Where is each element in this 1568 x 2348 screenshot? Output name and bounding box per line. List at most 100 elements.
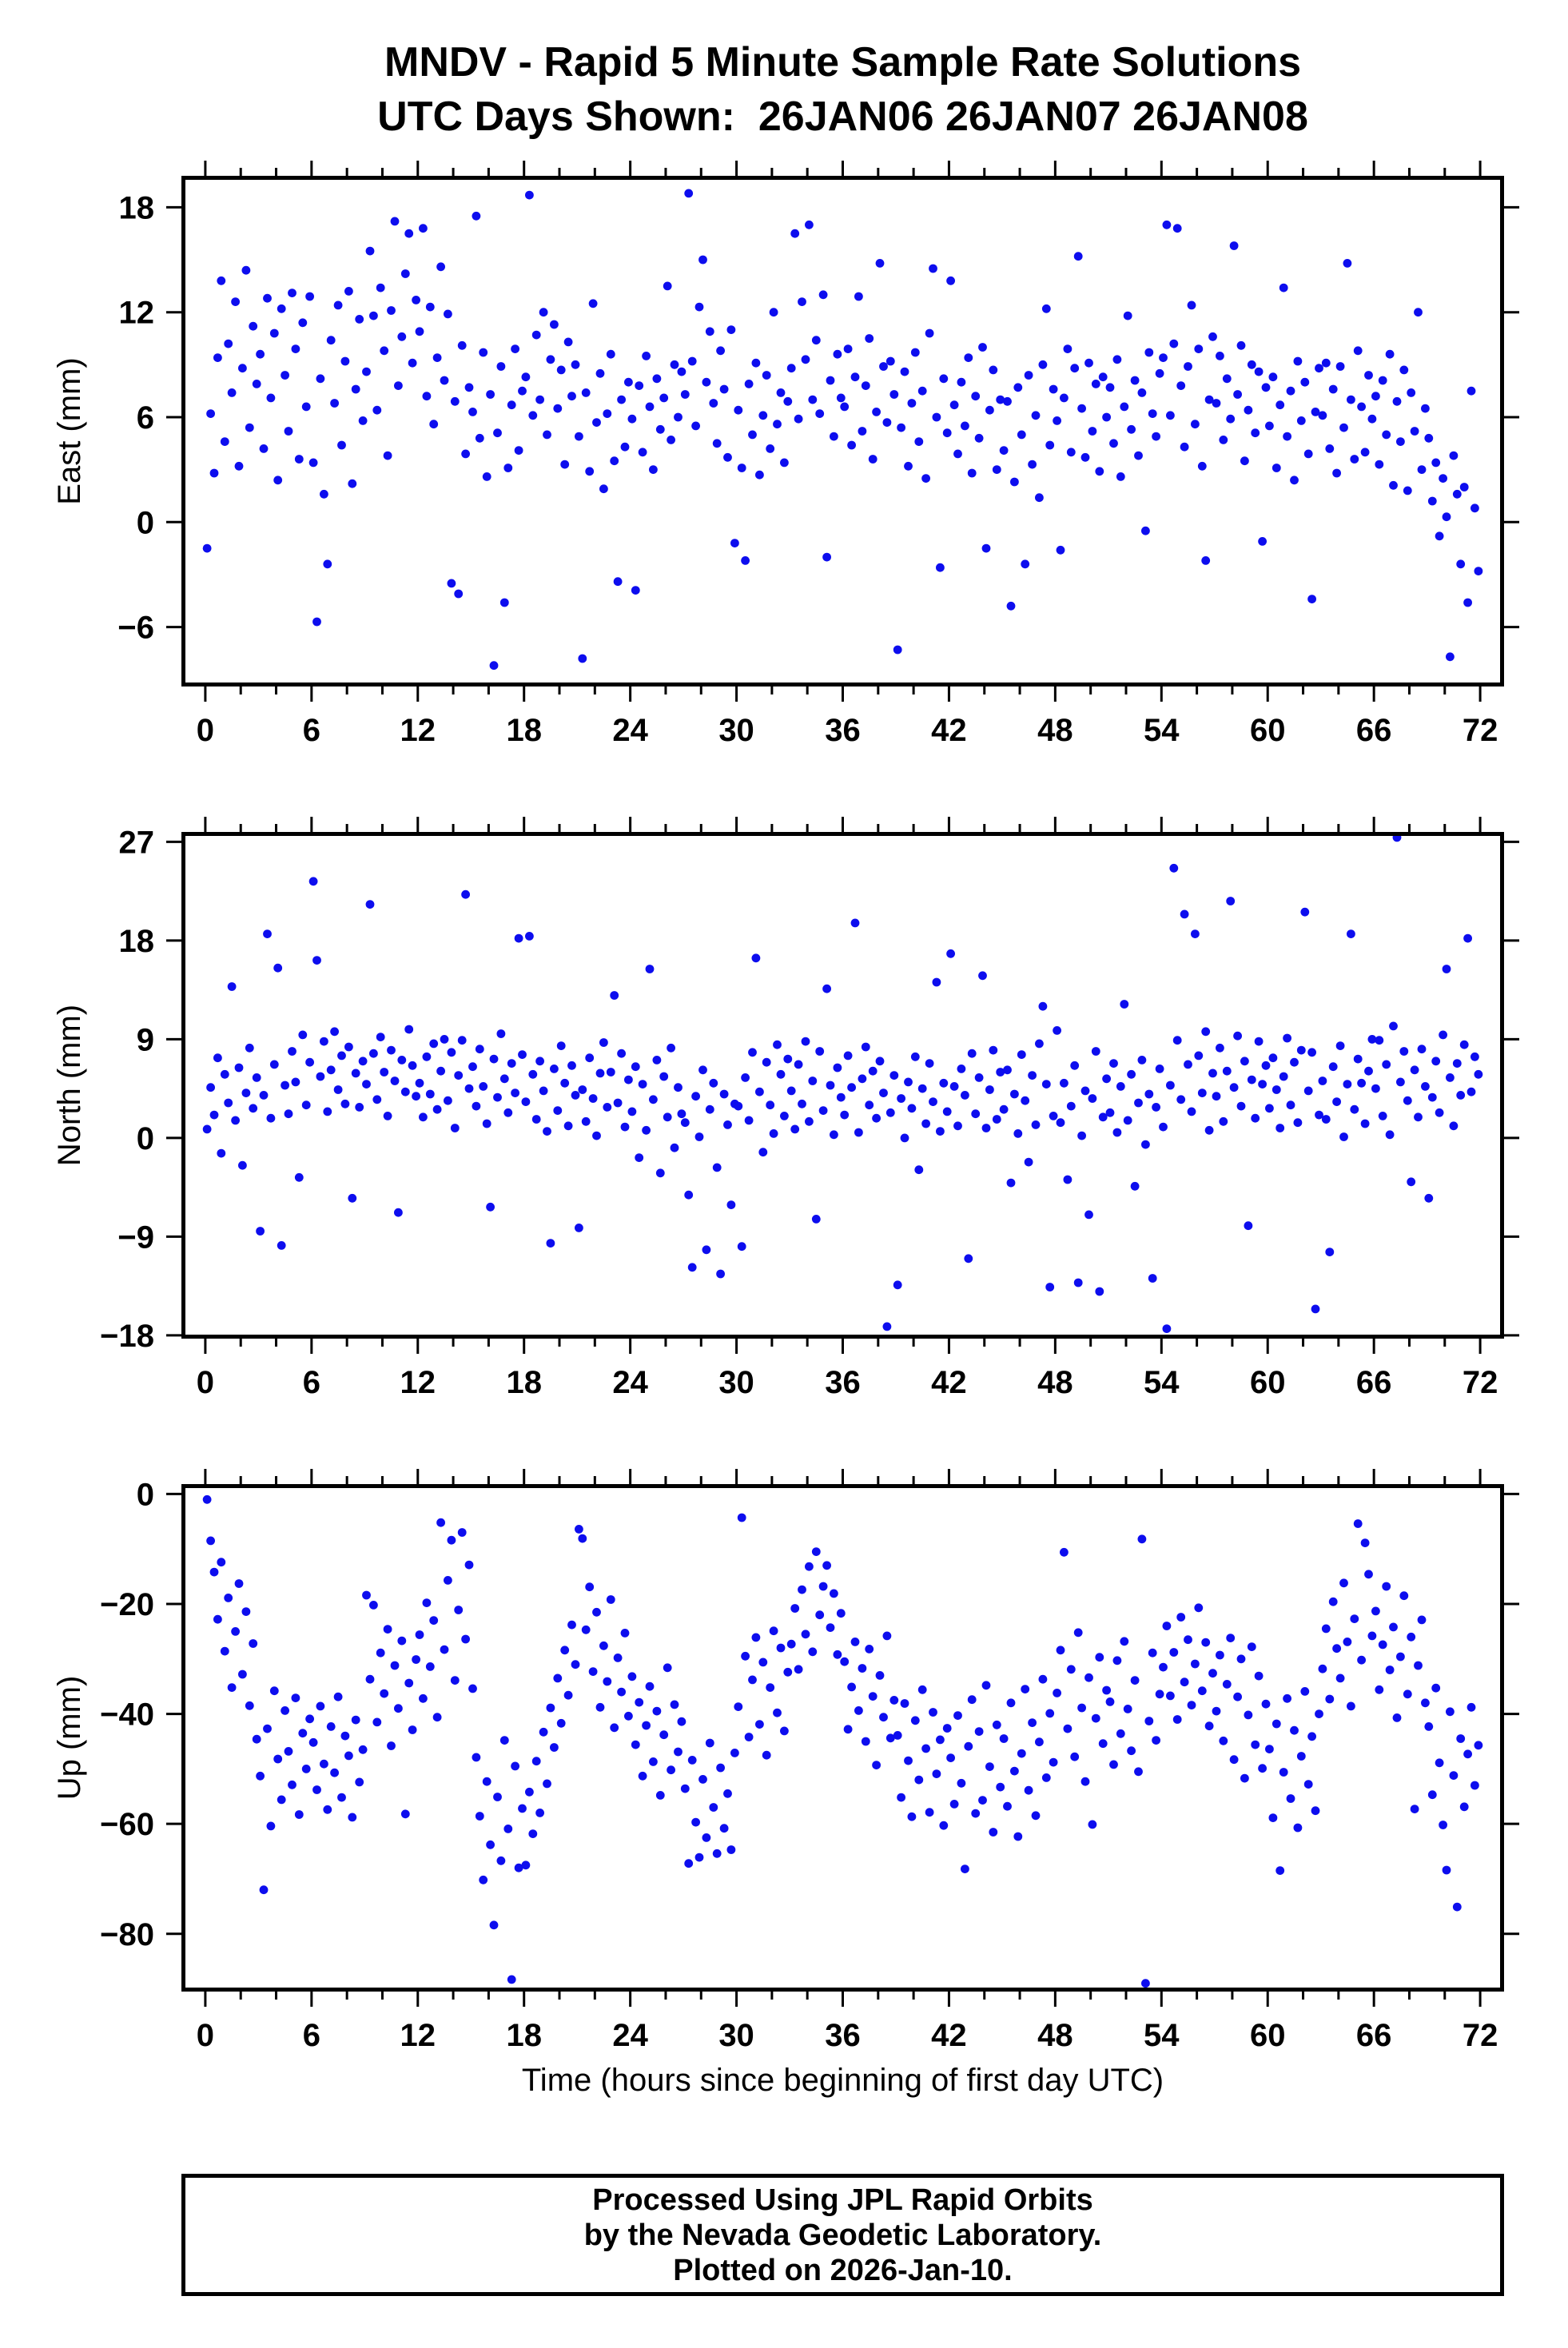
scatter-point: [1300, 377, 1310, 387]
scatter-point: [889, 1696, 899, 1705]
scatter-point: [762, 1750, 771, 1760]
y-axis-label: Up (mm): [52, 1676, 87, 1801]
scatter-point: [507, 1059, 516, 1068]
scatter-point: [1066, 448, 1076, 457]
scatter-point: [610, 456, 619, 466]
scatter-point: [981, 1124, 991, 1132]
scatter-point: [550, 1065, 559, 1073]
scatter-point: [447, 579, 456, 588]
scatter-point: [493, 1793, 502, 1801]
scatter-point: [372, 405, 382, 415]
y-tick-label: 6: [137, 400, 154, 436]
scatter-point: [1003, 1065, 1012, 1075]
scatter-point: [652, 1056, 662, 1065]
scatter-point: [1006, 1698, 1016, 1708]
scatter-point: [642, 352, 651, 360]
scatter-point: [1212, 399, 1221, 408]
scatter-point: [1137, 1534, 1147, 1544]
x-tick-label: 54: [1144, 1365, 1180, 1400]
scatter-point: [213, 353, 222, 362]
scatter-point: [826, 1623, 835, 1632]
scatter-point: [202, 1494, 212, 1504]
scatter-point: [1328, 1597, 1338, 1606]
scatter-point: [482, 472, 491, 481]
y-tick-label: −18: [100, 1319, 154, 1354]
scatter-point: [818, 290, 828, 300]
scatter-point: [971, 392, 981, 401]
scatter-point: [1378, 376, 1387, 385]
scatter-point: [535, 1057, 544, 1066]
scatter-point: [277, 1241, 286, 1250]
scatter-point: [904, 461, 913, 471]
scatter-point: [904, 1077, 913, 1087]
scatter-point: [709, 399, 718, 408]
scatter-point: [917, 1685, 927, 1694]
scatter-point: [786, 1639, 796, 1649]
scatter-point: [1194, 1051, 1204, 1061]
scatter-point: [1169, 1648, 1179, 1657]
scatter-point: [674, 1747, 683, 1757]
scatter-point: [241, 265, 251, 275]
scatter-point: [238, 1669, 247, 1679]
scatter-point: [783, 396, 793, 406]
x-tick-label: 42: [931, 2018, 967, 2053]
scatter-point: [758, 1148, 768, 1157]
scatter-point: [486, 1202, 495, 1212]
scatter-point: [553, 1673, 563, 1683]
scatter-point: [567, 392, 576, 401]
scatter-point: [642, 1125, 651, 1135]
scatter-points: [202, 1494, 1483, 1988]
scatter-point: [1303, 1780, 1313, 1789]
scatter-point: [528, 1069, 538, 1079]
x-axis-title: Time (hours since beginning of first day…: [521, 2063, 1164, 2098]
scatter-point: [875, 1671, 885, 1680]
y-tick-label: 27: [119, 825, 155, 860]
scatter-point: [1035, 1039, 1044, 1049]
scatter-point: [1112, 355, 1122, 364]
scatter-point: [649, 1757, 658, 1766]
scatter-point: [1321, 358, 1331, 368]
scatter-point: [953, 1711, 962, 1720]
scatter-point: [1385, 1665, 1395, 1674]
scatter-point: [1375, 1685, 1384, 1694]
scatter-point: [939, 1078, 949, 1088]
scatter-point: [263, 1724, 272, 1733]
scatter-point: [1017, 1050, 1026, 1059]
scatter-point: [1080, 1777, 1090, 1786]
scatter-point: [1060, 1078, 1069, 1088]
y-tick-label: 9: [137, 1022, 154, 1057]
scatter-point: [1176, 381, 1186, 390]
scatter-point: [1275, 1866, 1285, 1875]
scatter-point: [762, 1057, 771, 1067]
scatter-point: [521, 1097, 531, 1106]
scatter-point: [830, 1130, 838, 1140]
scatter-point: [667, 1043, 675, 1053]
x-tick-label: 6: [303, 2018, 320, 2053]
scatter-point: [518, 1050, 527, 1059]
scatter-point: [936, 563, 945, 572]
scatter-point: [362, 1080, 371, 1088]
scatter-point: [1382, 430, 1391, 440]
scatter-point: [436, 1066, 445, 1076]
footer-line2: by the Nevada Geodetic Laboratory.: [583, 2218, 1102, 2252]
scatter-point: [412, 296, 420, 304]
scatter-point: [854, 1128, 863, 1137]
scatter-point: [702, 1245, 711, 1255]
scatter-point: [1035, 493, 1044, 503]
scatter-point: [595, 1702, 605, 1712]
scatter-point: [472, 211, 481, 221]
scatter-point: [638, 1771, 647, 1781]
x-tick-label: 12: [400, 713, 436, 748]
scatter-point: [957, 1778, 966, 1788]
panel-frame: [181, 176, 1504, 686]
scatter-point: [263, 929, 272, 938]
scatter-point: [805, 1116, 814, 1126]
scatter-point: [1166, 1691, 1175, 1701]
scatter-point: [1254, 1671, 1264, 1681]
scatter-point: [1017, 1749, 1026, 1758]
scatter-point: [868, 1692, 878, 1701]
scatter-point: [1275, 1124, 1285, 1132]
scatter-point: [482, 1119, 491, 1128]
scatter-point: [1300, 907, 1310, 917]
scatter-point: [627, 1107, 637, 1116]
